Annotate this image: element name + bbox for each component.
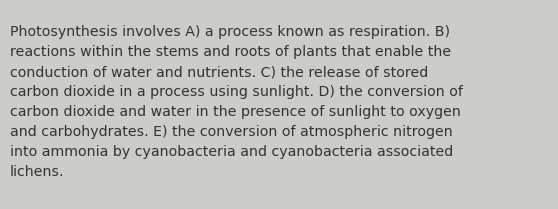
Text: Photosynthesis involves A) a process known as respiration. B)
reactions within t: Photosynthesis involves A) a process kno… bbox=[10, 25, 463, 180]
